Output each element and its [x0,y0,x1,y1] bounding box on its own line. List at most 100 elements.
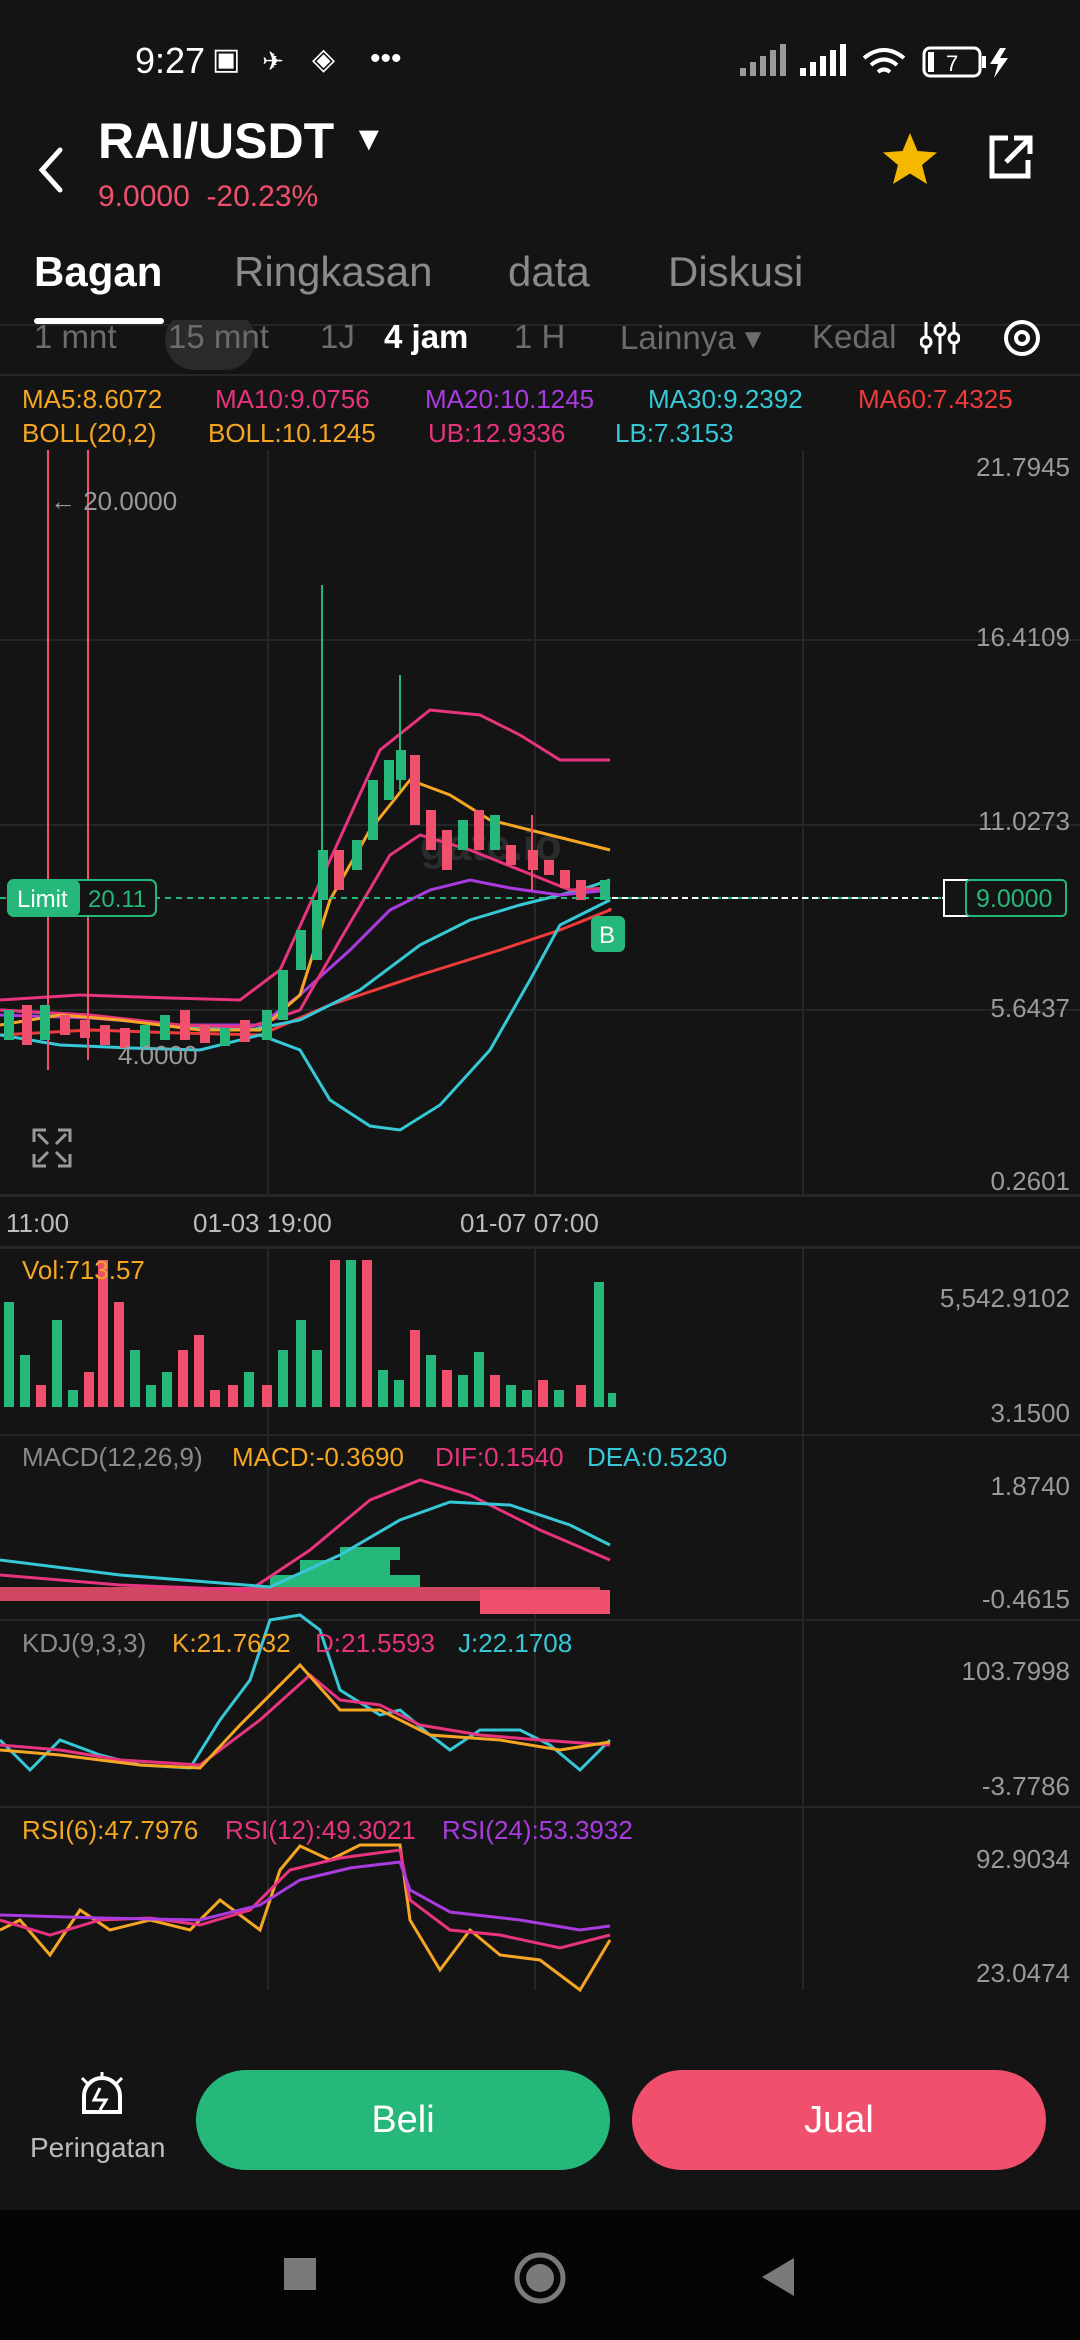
kdj-d-line [0,1673,611,1767]
active-tab-indicator [34,318,164,324]
header [0,120,1080,230]
chart-canvas[interactable]: gate.io [0,450,1080,2010]
chart-settings-icon[interactable] [1000,316,1044,360]
tab-data[interactable]: data [508,248,590,295]
kdj-k-line [0,1662,611,1770]
x-label: 01-07 07:00 [460,1208,599,1238]
macd-dea-line [0,1500,611,1589]
change-percent: -20.23% [206,180,319,213]
back-arrow-icon[interactable] [30,140,70,200]
ma10-legend: MA10:9.0756 [215,384,370,414]
macd-dea: DEA:0.5230 [587,1442,728,1472]
y-label: 16.4109 [976,622,1070,652]
home-icon[interactable] [512,2250,568,2306]
y-label: 5.6437 [990,993,1070,1023]
ma60-legend: MA60:7.4325 [858,384,1013,414]
indicator-settings-icon[interactable] [920,318,960,358]
alert-label[interactable]: Peringatan [30,2132,166,2163]
kdj-k: K:21.7632 [172,1628,291,1658]
interval-touch-ripple [165,320,255,370]
x-label: 01-03 19:00 [193,1208,332,1238]
rsi-y-max: 92.9034 [976,1844,1070,1874]
indicator-lines [0,708,612,1132]
ma5-legend: MA5:8.6072 [22,384,163,414]
rsi12-line [0,1848,611,1950]
boll-mid-legend: BOLL:10.1245 [208,418,376,448]
interval-1d[interactable]: 1 H [514,318,566,355]
kdj-d: D:21.5593 [315,1628,435,1658]
volume-legend: Vol:713.57 [22,1255,145,1285]
interval-depth[interactable]: Kedal [812,318,897,355]
boll-upper [0,708,610,1002]
pair-title[interactable]: RAI/USDT [98,113,335,169]
interval-1m[interactable]: 1 mnt [34,318,117,355]
star-icon[interactable] [880,130,940,190]
kdj-j: J:22.1708 [458,1628,573,1658]
more-dots-icon: ••• [370,42,402,75]
message-icon: ▣ [212,43,241,76]
ma20-legend: MA20:10.1245 [425,384,595,414]
kdj-y-max: 103.7998 [961,1656,1070,1686]
divider [0,1246,1080,1248]
macd-dif: DIF:0.1540 [435,1442,564,1472]
y-label: 11.0273 [977,806,1070,836]
expand-icon[interactable] [32,1128,72,1168]
buy-button[interactable]: Beli [196,2070,610,2170]
tab-ringkasan[interactable]: Ringkasan [234,248,433,295]
limit-label: Limit [17,886,68,913]
last-price: 9.0000 [98,180,190,213]
interval-4h[interactable]: 4 jam [384,318,469,355]
interval-bar [0,320,1080,376]
macd-y-min: -0.4615 [981,1584,1070,1614]
bird-icon: ✈ [262,46,284,76]
volume-y-min: 3.1500 [990,1398,1070,1428]
battery-icon: 7 [922,46,986,78]
current-price-tag [965,879,1067,917]
buy-marker-label: B [599,922,615,949]
rsi-y-min: 23.0474 [976,1958,1070,1988]
y-label: 0.2601 [990,1166,1070,1196]
price-change: 9.0000 -20.23% [98,180,318,214]
candles [4,450,610,1070]
back-nav-icon[interactable] [758,2254,798,2300]
macd-name: MACD(12,26,9) [22,1442,203,1472]
boll-lb-legend: LB:7.3153 [615,418,734,448]
price-tag-notch [943,879,969,917]
kdj-name: KDJ(9,3,3) [22,1628,147,1658]
status-icons: 7 [740,44,1008,78]
divider [0,1195,1080,1197]
buy-marker [591,916,625,952]
wifi-icon [862,48,906,74]
volume-y-max: 5,542.9102 [939,1283,1070,1313]
svg-text:7: 7 [946,51,958,76]
macd-y-max: 1.8740 [990,1471,1070,1501]
signal-icon [800,44,846,76]
high-annotation: ← 20.0000 [50,486,177,516]
tab-bagan[interactable]: Bagan [34,248,163,295]
interval-15m[interactable]: 15 mnt [168,318,269,355]
current-price-value: 9.0000 [976,885,1052,913]
share-icon[interactable] [982,130,1038,186]
macd-dif-line [0,1478,611,1592]
rsi6-legend: RSI(6):47.7976 [22,1815,199,1845]
chart-grid [0,450,1080,1990]
macd-histogram [0,1547,610,1614]
rsi24-legend: RSI(24):53.3932 [442,1815,633,1845]
y-label: 21.7945 [976,452,1070,482]
rsi12-legend: RSI(12):49.3021 [225,1815,416,1845]
signal-icon [740,44,786,76]
recent-apps-icon[interactable] [284,2258,316,2290]
caret-down-icon[interactable]: ▼ [352,120,386,158]
ma30-legend: MA30:9.2392 [648,384,803,414]
interval-1h[interactable]: 1J [320,318,355,355]
tab-diskusi[interactable]: Diskusi [668,248,804,295]
volume-bars [4,1260,616,1407]
sell-button[interactable]: Jual [632,2070,1046,2170]
divider [0,374,1080,376]
boll-ub-legend: UB:12.9336 [428,418,566,448]
interval-more[interactable]: Lainnya ▾ [620,319,762,356]
low-annotation: 4.0000 [118,1040,198,1070]
alarm-icon[interactable] [78,2070,126,2118]
rsi24-line [0,1860,611,1932]
macd-value: MACD:-0.3690 [232,1442,404,1472]
